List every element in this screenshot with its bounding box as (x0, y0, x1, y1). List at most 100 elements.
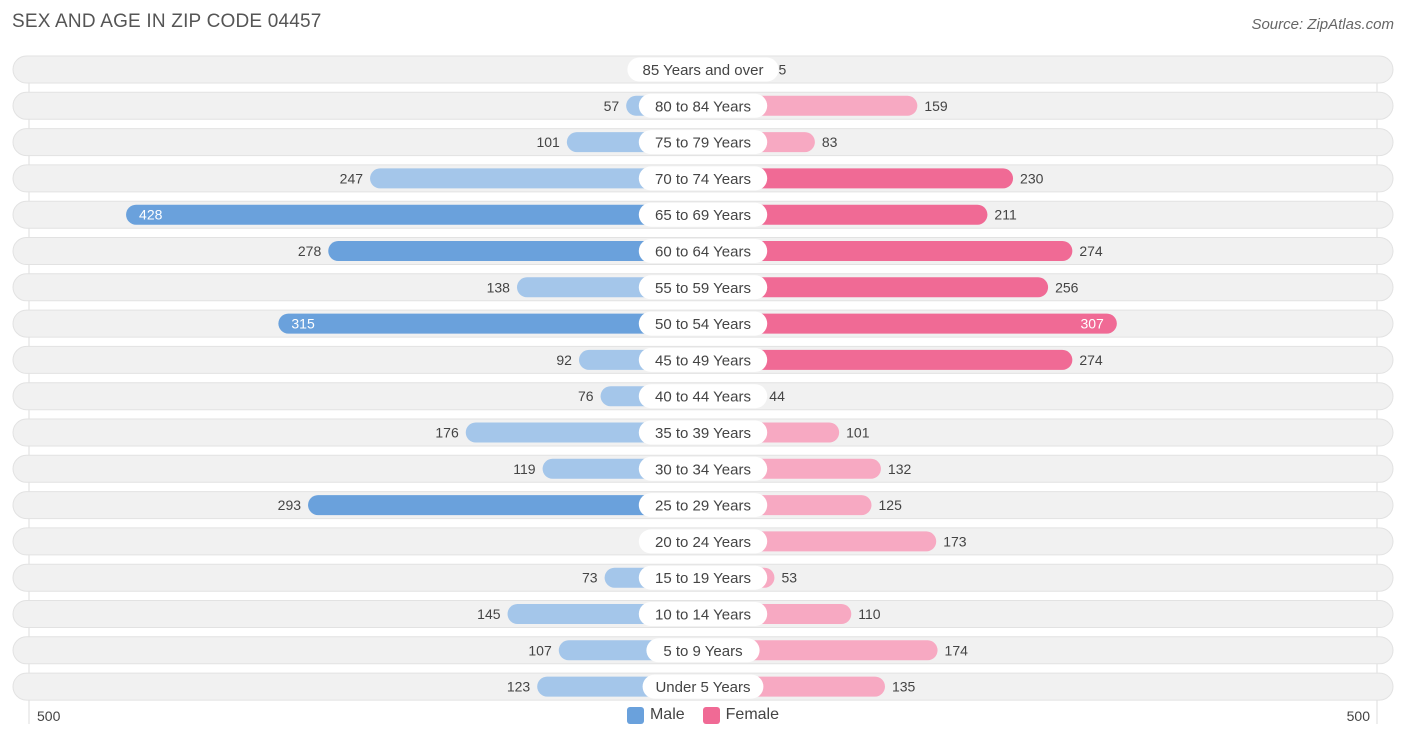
female-value-label: 44 (769, 388, 785, 404)
female-bar[interactable] (703, 277, 1049, 298)
legend-male-label: Male (649, 706, 685, 723)
female-value-label: 132 (888, 461, 912, 477)
age-row: 284585 Years and over (12, 55, 1394, 84)
female-value-label: 307 (1080, 316, 1104, 332)
male-value-label: 176 (435, 425, 459, 441)
male-bar[interactable] (328, 241, 703, 261)
category-label: 65 to 69 Years (655, 207, 751, 224)
female-value-label: 274 (1079, 352, 1103, 368)
female-bar[interactable] (703, 168, 1014, 189)
female-value-label: 110 (858, 606, 881, 622)
male-value-label: 57 (604, 98, 620, 114)
female-value-label: 159 (924, 98, 948, 114)
category-label: 80 to 84 Years (655, 98, 751, 115)
male-value-label: 76 (578, 388, 594, 404)
category-label-pill (638, 130, 768, 155)
female-value-label: 173 (943, 533, 967, 549)
male-value-label: 293 (278, 497, 302, 513)
category-label: 50 to 54 Years (655, 316, 751, 333)
category-label: 10 to 14 Years (655, 607, 751, 624)
female-bar[interactable] (703, 349, 1073, 370)
male-value-label: 278 (298, 243, 322, 259)
category-label-pill (642, 674, 764, 699)
male-bar[interactable] (278, 313, 703, 334)
male-bar[interactable] (126, 204, 703, 225)
legend-female-label: Female (725, 706, 780, 723)
chart-title: SEX AND AGE IN ZIP CODE 04457 (12, 11, 322, 32)
age-row: 278 274 60 to 64 Years (12, 237, 1394, 265)
age-row: 123 135 Under 5 Years (12, 672, 1394, 701)
female-value-label: 256 (1055, 279, 1079, 295)
category-label-pill (638, 420, 768, 445)
chart-legend: Male Female (0, 706, 1406, 724)
male-value-label: 107 (528, 642, 552, 658)
legend-item-female[interactable]: Female (702, 706, 780, 724)
category-label: 85 Years and over (643, 62, 764, 79)
male-value-label: 428 (139, 207, 163, 223)
age-row: 138 256 55 to 59 Years (12, 273, 1394, 302)
category-label: 35 to 39 Years (655, 425, 751, 442)
category-label: 30 to 34 Years (655, 461, 751, 478)
category-label: 40 to 44 Years (655, 389, 751, 406)
male-value-label: 123 (507, 679, 531, 695)
age-row: 293 125 25 to 29 Years (12, 491, 1394, 520)
age-row: 2717320 to 24 Years (12, 527, 1394, 556)
male-bar[interactable] (370, 168, 703, 189)
female-bar[interactable] (703, 313, 1117, 334)
category-label: 70 to 74 Years (655, 171, 751, 188)
category-label: 25 to 29 Years (655, 498, 751, 515)
category-label-pill (638, 384, 768, 409)
age-row: 145 110 10 to 14 Years (12, 600, 1394, 628)
category-label-pill (638, 493, 768, 518)
male-value-label: 315 (291, 316, 315, 332)
male-value-label: 247 (340, 170, 364, 186)
female-value-label: 274 (1079, 243, 1103, 259)
age-row: 176 101 35 to 39 Years (12, 418, 1394, 447)
category-label-pill (638, 93, 768, 118)
female-bar[interactable] (703, 640, 938, 661)
age-row: 315 307 50 to 54 Years (12, 309, 1394, 338)
male-value-label: 92 (556, 352, 572, 368)
category-label-pill (638, 239, 768, 263)
female-value-label: 83 (822, 134, 838, 150)
age-row: 428 211 65 to 69 Years (12, 200, 1394, 229)
category-label: 60 to 64 Years (655, 244, 751, 261)
category-label-pill (638, 166, 768, 191)
category-label-pill (638, 565, 768, 590)
female-value-label: 135 (892, 679, 916, 695)
female-value-label: 174 (945, 642, 969, 658)
category-label-pill (627, 57, 779, 82)
category-label: 20 to 24 Years (655, 534, 751, 551)
age-row: 76 44 40 to 44 Years (12, 382, 1394, 411)
male-bar[interactable] (308, 495, 703, 516)
female-bar[interactable] (703, 241, 1073, 261)
age-row: 247 230 70 to 74 Years (12, 164, 1394, 193)
male-value-label: 119 (513, 461, 536, 477)
male-value-label: 73 (582, 570, 598, 586)
age-row: 107 174 5 to 9 Years (12, 636, 1394, 665)
category-label-pill (638, 347, 768, 372)
female-bar[interactable] (703, 204, 988, 225)
chart-source: Source: ZipAtlas.com (1251, 16, 1394, 33)
category-label-pill (638, 529, 768, 554)
age-row: 101 83 75 to 79 Years (12, 128, 1394, 157)
category-label: Under 5 Years (655, 679, 750, 696)
female-value-label: 101 (846, 425, 870, 441)
category-label-pill (638, 202, 768, 227)
female-value-label: 211 (994, 207, 1017, 223)
category-label: 15 to 19 Years (655, 570, 751, 587)
category-label-pill (638, 275, 768, 300)
category-label-pill (638, 456, 768, 481)
female-value-label: 230 (1020, 170, 1044, 186)
axis-right-label: 500 (1346, 708, 1370, 724)
category-label-pill (638, 602, 768, 626)
male-value-label: 101 (536, 134, 560, 150)
age-row: 73 53 15 to 19 Years (12, 563, 1394, 592)
female-value-label: 53 (781, 570, 797, 586)
legend-item-male[interactable]: Male (626, 706, 685, 724)
axis-left-label: 500 (37, 708, 61, 724)
category-label-pill (638, 311, 768, 336)
category-label: 75 to 79 Years (655, 135, 751, 152)
category-label-pill (646, 638, 760, 663)
